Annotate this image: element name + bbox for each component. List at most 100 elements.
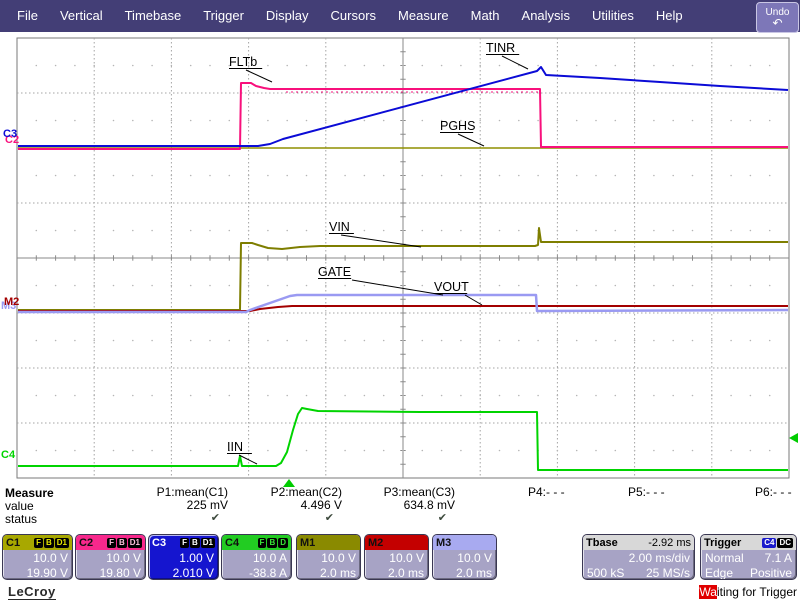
measure-col-p4: P4:- - -	[528, 486, 608, 499]
c4-offset: -38.8 A	[248, 566, 287, 580]
m1-tdiv: 2.0 ms	[319, 566, 356, 580]
memory-box-m3[interactable]: M3 10.0 V 2.0 ms	[432, 534, 497, 580]
measure-status-label: status	[5, 512, 38, 526]
lecroy-logo: LeCroy	[8, 584, 56, 600]
timebase-offset: -2.92 ms	[648, 536, 691, 549]
c4-vdiv: 10.0 A	[252, 551, 287, 565]
measure-p1-value: 225 mV	[186, 498, 228, 512]
menu-help[interactable]: Help	[655, 8, 683, 23]
measure-p6-label[interactable]: P6:- - -	[755, 485, 792, 499]
m2-id: M2	[368, 536, 384, 549]
undo-label: Undo	[765, 6, 790, 18]
channel-box-c2[interactable]: C2 F B D1 10.0 V 19.80 V	[75, 534, 146, 580]
channel-marker-m2[interactable]: M2	[4, 296, 20, 308]
measure-p3-label[interactable]: P3:mean(C3)	[383, 485, 455, 499]
measure-p1-status: ✔	[210, 512, 220, 524]
channel-marker-m3[interactable]: M3	[1, 300, 17, 312]
c3-id: C3	[152, 536, 167, 549]
c3-badge-b: B	[189, 537, 200, 548]
memory-box-m1[interactable]: M1 10.0 V 2.0 ms	[296, 534, 361, 580]
measure-col-p2: P2:mean(C2) 4.496 V ✔	[262, 486, 342, 525]
channel-marker-c4[interactable]: C4	[1, 449, 16, 461]
trigger-title: Trigger	[704, 536, 742, 549]
callout-leader-iin	[238, 454, 258, 465]
measure-col-p3: P3:mean(C3) 634.8 mV ✔	[368, 486, 455, 525]
callout-leader-vin	[340, 234, 422, 248]
menu-file[interactable]: File	[17, 8, 38, 23]
measure-col-p5: P5:- - -	[628, 486, 708, 499]
timebase-samples: 500 kS	[587, 566, 625, 580]
callout-label-tinr: TINR	[486, 41, 515, 55]
menu-items: File Vertical Timebase Trigger Display Cursor…	[6, 0, 694, 32]
trigger-box[interactable]: Trigger C4 DC Normal 7.1 A Edge Positive	[700, 534, 797, 580]
menu-analysis[interactable]: Analysis	[521, 8, 570, 23]
timebase-scale: 2.00 ms/div	[628, 551, 690, 565]
c4-badge-d: D	[278, 537, 288, 548]
m1-id: M1	[300, 536, 316, 549]
undo-button[interactable]: Undo ↶	[756, 2, 799, 33]
trigger-level: 7.1 A	[764, 551, 792, 565]
m1-vdiv: 10.0 V	[321, 551, 356, 565]
measure-title: Measure	[5, 486, 54, 500]
trace-tinr-c3	[18, 66, 789, 147]
trigger-coupling-badge: DC	[777, 537, 793, 548]
callout-label-vin: VIN	[329, 220, 350, 234]
channel-marker-c3[interactable]: C3	[3, 128, 18, 140]
callout-leader-gate	[351, 279, 444, 296]
menu-utilities[interactable]: Utilities	[591, 8, 634, 23]
callout-leader-tinr	[501, 55, 529, 70]
measure-p5-label[interactable]: P5:- - -	[628, 485, 665, 499]
callout-label-iin: IIN	[227, 440, 243, 454]
c1-offset: 19.90 V	[26, 566, 68, 580]
trigger-slope: Positive	[749, 566, 792, 580]
trace-gate-m3	[18, 293, 789, 314]
menu-cursors[interactable]: Cursors	[330, 8, 377, 23]
measure-p3-value: 634.8 mV	[403, 498, 455, 512]
trigger-level-marker[interactable]	[789, 433, 798, 443]
channel-box-c3-active[interactable]: C3 F B D1 1.00 V 2.010 V	[148, 534, 219, 580]
trigger-status-rest: iting for Trigger	[716, 585, 797, 599]
measure-p2-label[interactable]: P2:mean(C2)	[270, 485, 342, 499]
channel-box-c1[interactable]: C1 F B D1 10.0 V 19.90 V	[2, 534, 73, 580]
memory-box-m2[interactable]: M2 10.0 V 2.0 ms	[364, 534, 429, 580]
c4-badge-b: B	[267, 537, 278, 548]
measure-col-p1: P1:mean(C1) 225 mV ✔	[148, 486, 228, 525]
trace-fltb-c2	[18, 82, 788, 150]
callout-label-fltb: FLTb	[229, 55, 257, 69]
c3-offset: 2.010 V	[172, 566, 214, 580]
c3-badge-d1: D1	[200, 537, 215, 548]
trigger-mode: Normal	[705, 551, 744, 565]
c2-badge-d1: D1	[127, 537, 142, 548]
channel-box-c4[interactable]: C4 F B D 10.0 A -38.8 A	[221, 534, 292, 580]
timebase-box[interactable]: Tbase -2.92 ms 2.00 ms/div 500 kS 25 MS/…	[582, 534, 695, 580]
menu-trigger[interactable]: Trigger	[203, 8, 244, 23]
menu-display[interactable]: Display	[265, 8, 309, 23]
menu-vertical[interactable]: Vertical	[59, 8, 103, 23]
menu-bar: File Vertical Timebase Trigger Display Cursor…	[0, 0, 800, 33]
measure-p4-label[interactable]: P4:- - -	[528, 485, 565, 499]
channel-marker-c2[interactable]: C2	[5, 134, 20, 146]
trigger-time-marker[interactable]	[283, 479, 295, 487]
c2-offset: 19.80 V	[99, 566, 141, 580]
menu-math[interactable]: Math	[470, 8, 500, 23]
waveform-display: FLTb TINR PGHS VIN GATE VOUT IIN	[16, 37, 798, 487]
menu-timebase[interactable]: Timebase	[124, 8, 182, 23]
callout-label-vout: VOUT	[434, 280, 469, 294]
measure-p1-label[interactable]: P1:mean(C1)	[156, 485, 228, 499]
callout-label-pghs: PGHS	[440, 119, 475, 133]
undo-icon: ↶	[772, 15, 783, 30]
trace-vin-m1	[18, 227, 788, 311]
m2-tdiv: 2.0 ms	[387, 566, 424, 580]
trace-iin-c4	[18, 407, 788, 471]
status-bar: LeCroy Waiting for Trigger	[0, 584, 800, 600]
measure-value-label: value	[5, 499, 34, 513]
m3-tdiv: 2.0 ms	[455, 566, 492, 580]
menu-measure[interactable]: Measure	[398, 8, 449, 23]
m3-id: M3	[436, 536, 452, 549]
c2-badge-f: F	[107, 537, 116, 548]
c3-badge-f: F	[180, 537, 189, 548]
measure-p3-status: ✔	[437, 512, 447, 524]
c3-vdiv: 1.00 V	[179, 551, 214, 565]
c4-id: C4	[225, 536, 240, 549]
timebase-title: Tbase	[586, 536, 618, 549]
